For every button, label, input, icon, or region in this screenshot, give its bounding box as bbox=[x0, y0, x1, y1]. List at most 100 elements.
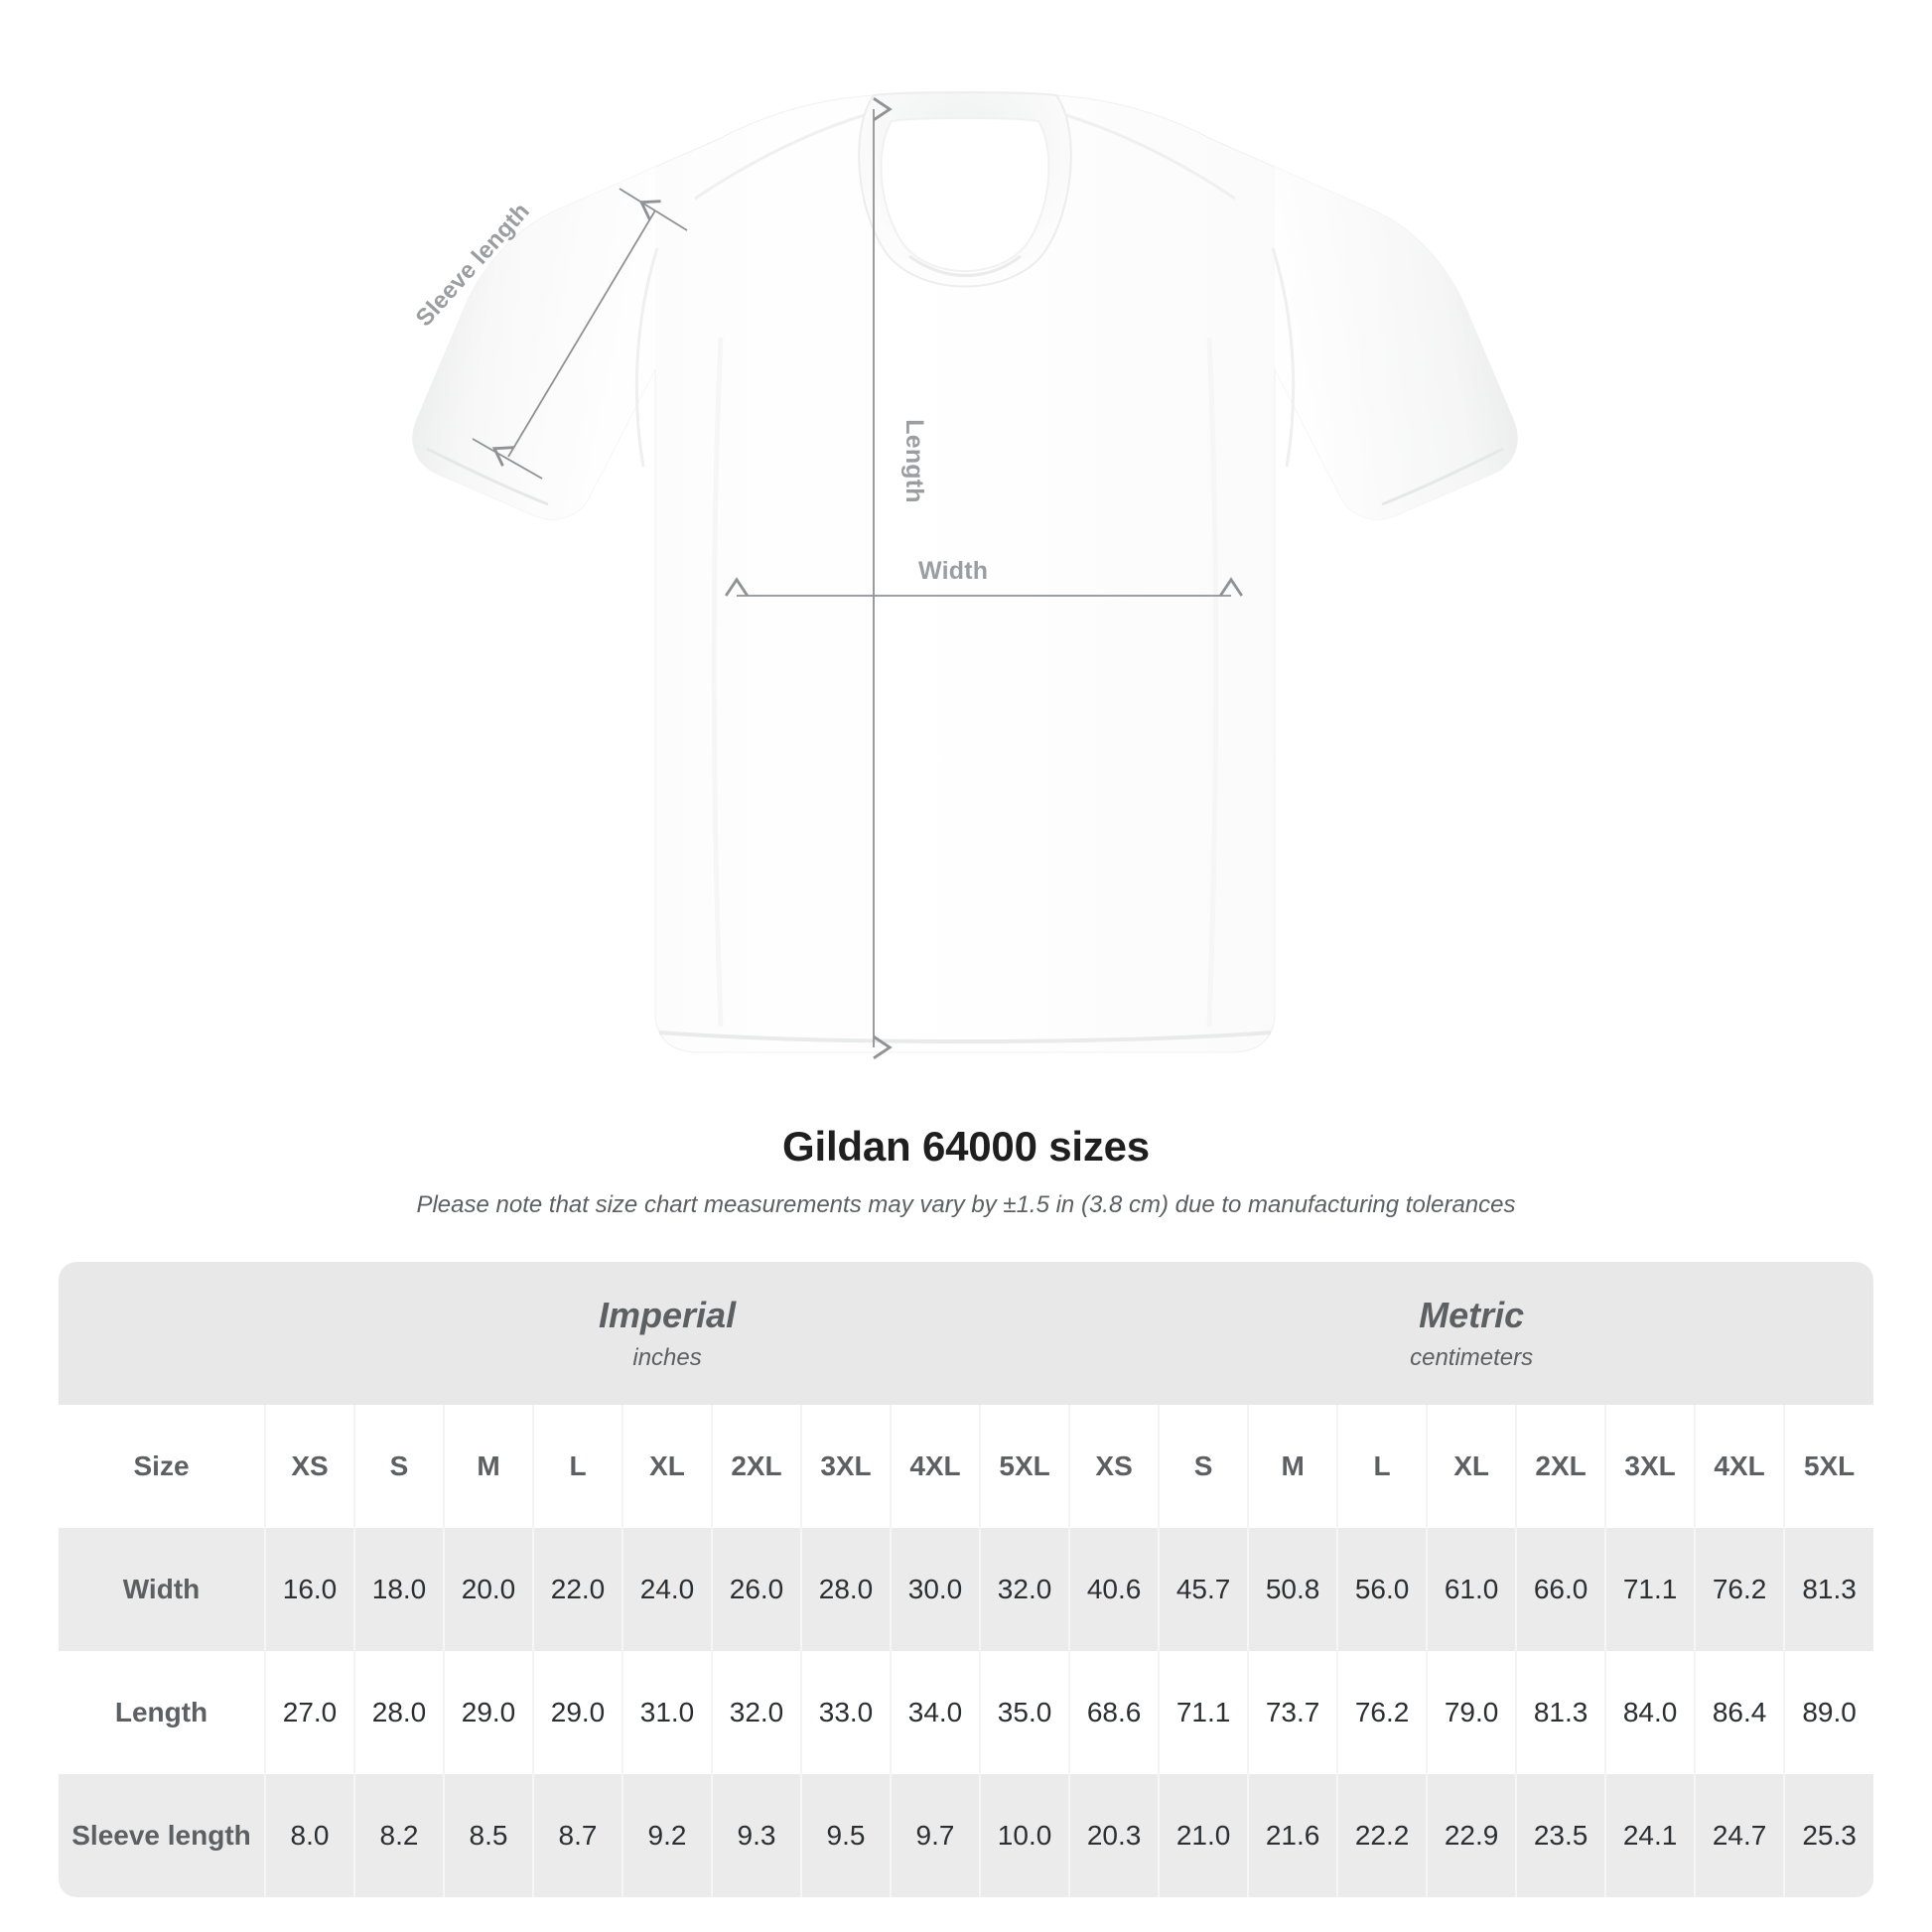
size-header-cell: 3XL bbox=[800, 1404, 891, 1528]
measurement-cell: 34.0 bbox=[890, 1650, 980, 1774]
tolerance-note: Please note that size chart measurements… bbox=[416, 1191, 1516, 1219]
size-header-cell: S bbox=[1158, 1404, 1249, 1528]
row-header-size: Size bbox=[59, 1404, 265, 1528]
fold-line-left bbox=[711, 337, 724, 1028]
measurement-cell: 61.0 bbox=[1426, 1527, 1517, 1651]
unit-subtitle: centimeters bbox=[1410, 1343, 1534, 1371]
measurement-cell: 32.0 bbox=[711, 1650, 801, 1774]
unit-name: Metric bbox=[1419, 1294, 1525, 1335]
measurement-cell: 21.6 bbox=[1247, 1773, 1338, 1897]
right-sleeve-shade bbox=[1275, 167, 1518, 520]
measurement-cell: 22.2 bbox=[1336, 1773, 1428, 1897]
size-header-cell: 4XL bbox=[1694, 1404, 1785, 1528]
measurement-cell: 31.0 bbox=[621, 1650, 712, 1774]
measurement-cell: 24.7 bbox=[1694, 1773, 1785, 1897]
size-table-container: Imperial inches Metric centimeters Size XS S M L… bbox=[59, 1261, 1874, 1897]
table-row: Length 27.0 28.0 29.0 29.0 31.0 32.0 33.0 34.0 35… bbox=[59, 1650, 1874, 1774]
measurement-cell: 20.0 bbox=[443, 1527, 533, 1651]
measurement-cell: 89.0 bbox=[1783, 1650, 1874, 1774]
measurement-cell: 9.3 bbox=[711, 1773, 801, 1897]
measurement-cell: 24.1 bbox=[1604, 1773, 1696, 1897]
length-annotation: Length bbox=[899, 419, 928, 503]
measurement-cell: 26.0 bbox=[711, 1527, 801, 1651]
unit-name: Imperial bbox=[599, 1294, 737, 1335]
measurement-cell: 29.0 bbox=[443, 1650, 533, 1774]
row-header-sleeve-length: Sleeve length bbox=[59, 1773, 265, 1897]
sleeve-tick-bottom bbox=[472, 438, 543, 480]
size-header-cell: XS bbox=[264, 1404, 354, 1528]
measurement-cell: 28.0 bbox=[800, 1527, 891, 1651]
left-shoulder-seam bbox=[694, 109, 879, 201]
size-header-cell: 5XL bbox=[1783, 1404, 1874, 1528]
measurement-cell: 16.0 bbox=[264, 1527, 354, 1651]
size-header-cell: M bbox=[1247, 1404, 1338, 1528]
measurement-cell: 45.7 bbox=[1158, 1527, 1249, 1651]
size-header-cell: 4XL bbox=[890, 1404, 980, 1528]
measurement-cell: 8.7 bbox=[532, 1773, 622, 1897]
table-row-size: Size XS S M L XL 2XL 3XL 4XL 5XL XS S M L XL 2XL 3XL 4XL 5… bbox=[59, 1404, 1874, 1528]
measurement-cell: 71.1 bbox=[1604, 1527, 1696, 1651]
measurement-cell: 9.5 bbox=[800, 1773, 891, 1897]
size-header-cell: S bbox=[353, 1404, 444, 1528]
unit-header-corner bbox=[59, 1261, 265, 1405]
measurement-cell: 25.3 bbox=[1783, 1773, 1874, 1897]
width-annotation: Width bbox=[918, 557, 989, 585]
measurement-cell: 8.2 bbox=[353, 1773, 444, 1897]
collar-bottom-seam bbox=[908, 254, 1022, 277]
page-title: Gildan 64000 sizes bbox=[782, 1123, 1150, 1170]
measurement-cell: 81.3 bbox=[1783, 1527, 1874, 1651]
measurement-cell: 79.0 bbox=[1426, 1650, 1517, 1774]
size-header-cell: XS bbox=[1068, 1404, 1160, 1528]
right-armhole-seam bbox=[1271, 247, 1296, 468]
size-chart-table: Imperial inches Metric centimeters Size XS S M L… bbox=[59, 1261, 1874, 1897]
measurement-cell: 50.8 bbox=[1247, 1527, 1338, 1651]
measurement-cell: 10.0 bbox=[978, 1773, 1070, 1897]
unit-header-imperial: Imperial inches bbox=[265, 1261, 1070, 1405]
measurement-cell: 30.0 bbox=[890, 1527, 980, 1651]
sleeve-tick-top bbox=[619, 188, 688, 231]
measurement-cell: 76.2 bbox=[1336, 1650, 1428, 1774]
row-header-width: Width bbox=[59, 1527, 265, 1651]
row-header-length: Length bbox=[59, 1650, 265, 1774]
size-header-cell: 3XL bbox=[1604, 1404, 1696, 1528]
size-chart-header: Gildan 64000 sizes Please note that size… bbox=[0, 1112, 1932, 1220]
measurement-cell: 56.0 bbox=[1336, 1527, 1428, 1651]
tshirt-illustration bbox=[412, 91, 1518, 1059]
fold-line-right bbox=[1206, 337, 1219, 1028]
measurement-cell: 27.0 bbox=[264, 1650, 354, 1774]
unit-subtitle: inches bbox=[632, 1343, 702, 1371]
measurement-cell: 33.0 bbox=[800, 1650, 891, 1774]
measurement-cell: 35.0 bbox=[978, 1650, 1070, 1774]
left-sleeve-hem bbox=[426, 447, 549, 506]
measurement-cell: 28.0 bbox=[353, 1650, 444, 1774]
size-header-cell: XL bbox=[621, 1404, 712, 1528]
measurement-cell: 20.3 bbox=[1068, 1773, 1160, 1897]
measurement-cell: 86.4 bbox=[1694, 1650, 1785, 1774]
measurement-cell: 23.5 bbox=[1515, 1773, 1606, 1897]
measurement-cell: 8.0 bbox=[264, 1773, 354, 1897]
size-header-cell: XL bbox=[1426, 1404, 1517, 1528]
measurement-cell: 66.0 bbox=[1515, 1527, 1606, 1651]
measurement-cell: 9.7 bbox=[890, 1773, 980, 1897]
table-row: Width 16.0 18.0 20.0 22.0 24.0 26.0 28.0 30.0 32.… bbox=[59, 1527, 1874, 1651]
sleeve-measure-arrow bbox=[491, 200, 661, 467]
measurement-cell: 8.5 bbox=[443, 1773, 533, 1897]
size-header-cell: L bbox=[1336, 1404, 1428, 1528]
unit-header-metric: Metric centimeters bbox=[1069, 1261, 1874, 1405]
measurement-cell: 22.9 bbox=[1426, 1773, 1517, 1897]
measurement-cell: 24.0 bbox=[621, 1527, 712, 1651]
bottom-hem bbox=[658, 1031, 1272, 1043]
measurement-cell: 73.7 bbox=[1247, 1650, 1338, 1774]
right-shoulder-seam bbox=[1051, 109, 1236, 201]
right-sleeve-hem bbox=[1381, 447, 1504, 506]
size-header-cell: L bbox=[532, 1404, 622, 1528]
measurement-cell: 9.2 bbox=[621, 1773, 712, 1897]
measurement-cell: 68.6 bbox=[1068, 1650, 1160, 1774]
measurement-cell: 21.0 bbox=[1158, 1773, 1249, 1897]
table-row: Sleeve length 8.0 8.2 8.5 8.7 9.2 9.3 9.5 9.7 10.… bbox=[59, 1773, 1874, 1897]
tshirt-diagram-panel: Sleeve length Length Width bbox=[410, 91, 1518, 1059]
size-header-cell: 2XL bbox=[1515, 1404, 1606, 1528]
measurement-cell: 84.0 bbox=[1604, 1650, 1696, 1774]
measurement-cell: 81.3 bbox=[1515, 1650, 1606, 1774]
size-header-cell: 2XL bbox=[711, 1404, 801, 1528]
